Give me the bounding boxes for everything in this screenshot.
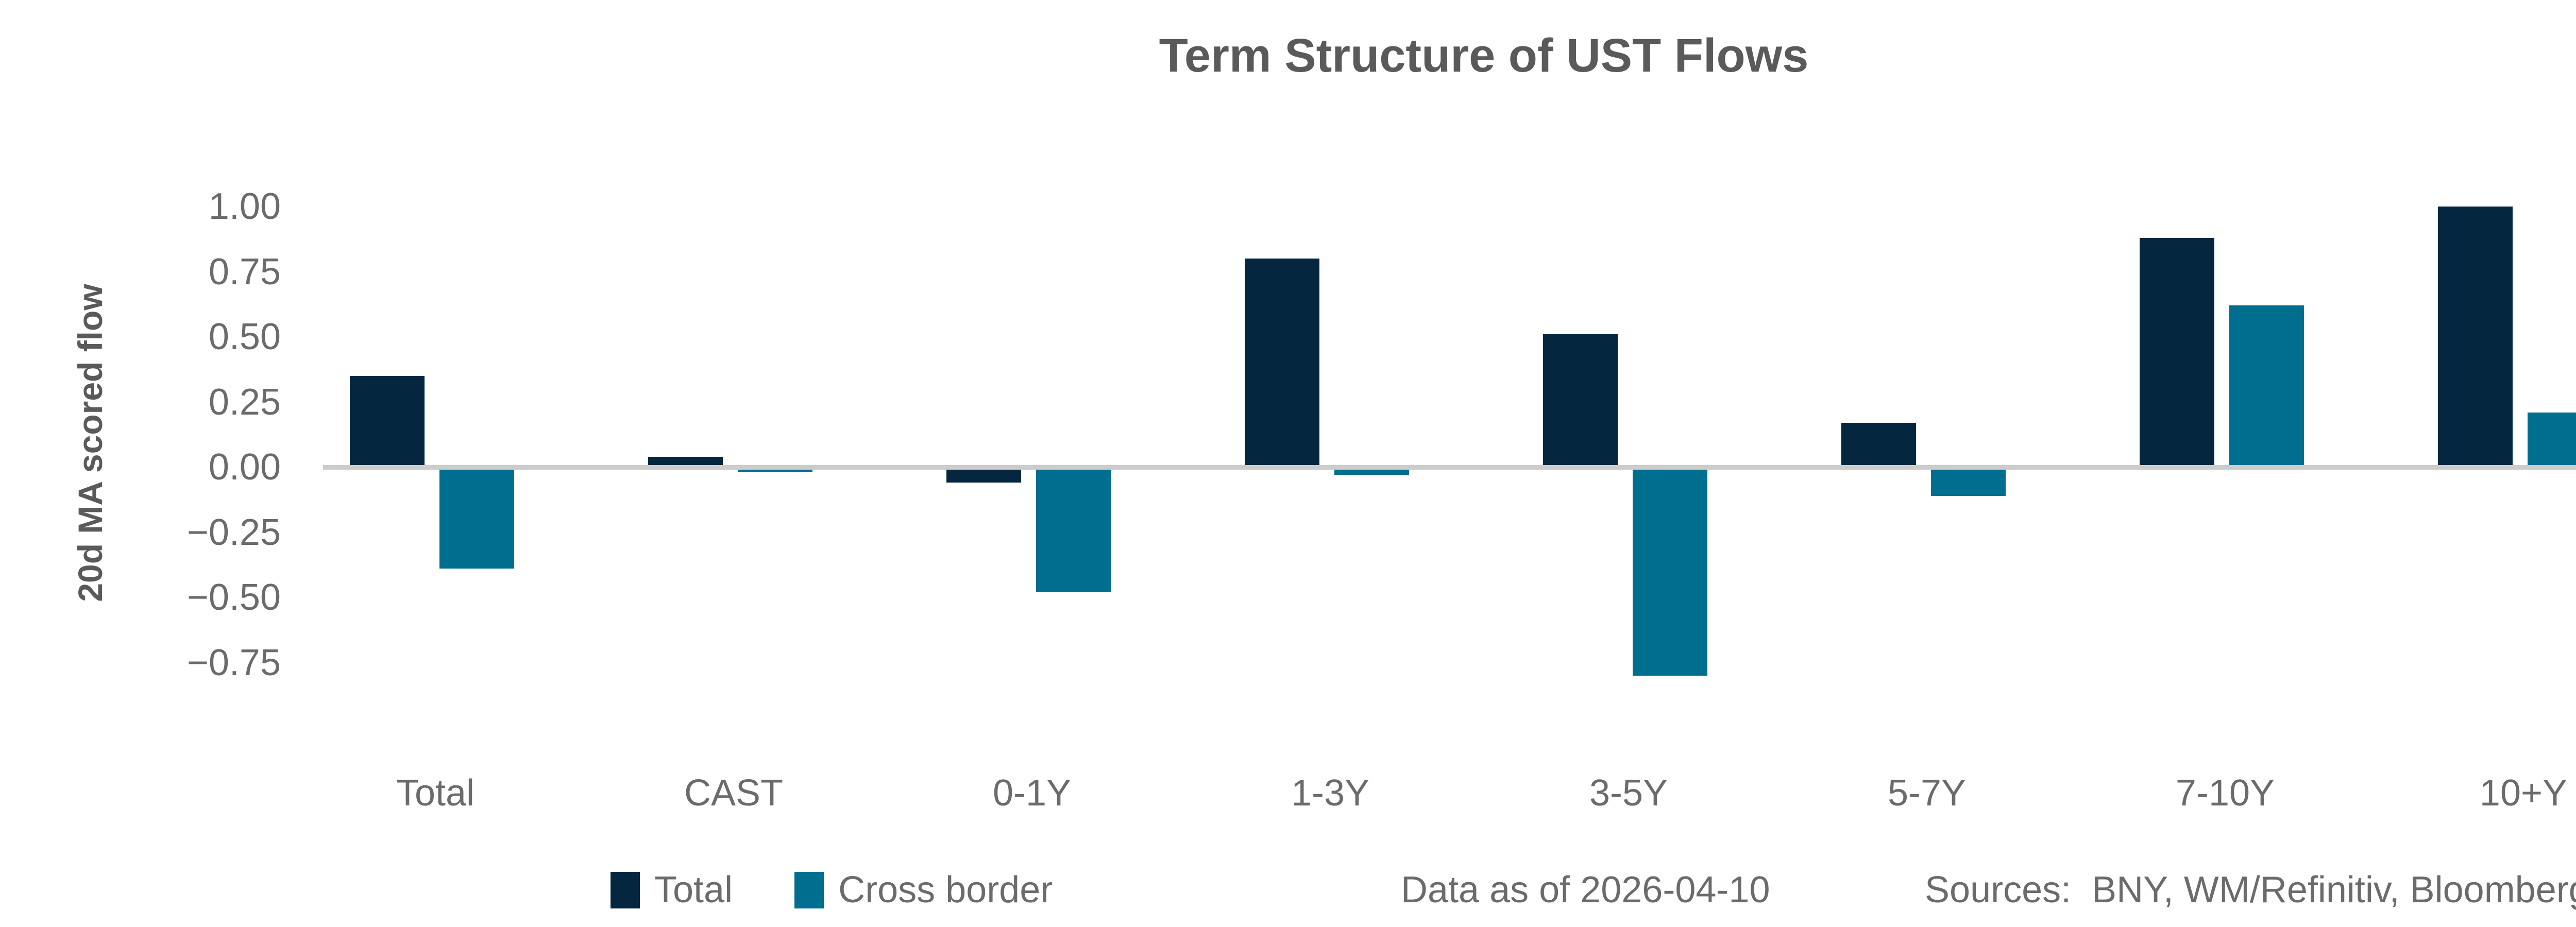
y-tick-label: 0.50 <box>208 316 281 357</box>
legend-item-total: Total <box>611 871 733 908</box>
x-category-label: 3-5Y <box>1589 772 1668 814</box>
legend-item-cross-border: Cross border <box>794 871 1053 908</box>
bar-total-cast <box>648 456 723 467</box>
legend: Total Cross border <box>611 871 1053 908</box>
bar-cross-border-cast <box>738 467 812 473</box>
y-tick-label: 1.00 <box>208 186 281 227</box>
y-tick-label: −0.25 <box>187 511 281 553</box>
bar-total-5-7y <box>1841 422 1916 467</box>
bar-cross-border-5-7y <box>1931 467 2006 496</box>
chart-title: Term Structure of UST Flows <box>1159 29 1809 82</box>
zero-axis-line <box>323 465 2576 470</box>
x-category-label: 1-3Y <box>1291 772 1370 814</box>
bar-total-10+y <box>2438 207 2513 467</box>
bar-total-0-1y <box>946 467 1021 483</box>
bar-total-7-10y <box>2140 237 2214 467</box>
bar-total-1-3y <box>1245 259 1319 467</box>
y-tick-label: −0.50 <box>187 577 281 618</box>
x-category-label: 5-7Y <box>1887 772 1967 814</box>
bar-cross-border-7-10y <box>2229 305 2304 467</box>
bar-total-total <box>350 375 425 467</box>
x-category-label: 10+Y <box>2479 772 2568 814</box>
bar-cross-border-3-5y <box>1633 467 1707 676</box>
x-category-label: CAST <box>684 772 784 814</box>
legend-swatch-total-icon <box>611 871 640 908</box>
y-tick-label: −0.75 <box>187 642 281 683</box>
bar-cross-border-total <box>439 467 514 569</box>
bar-cross-border-0-1y <box>1036 467 1111 592</box>
legend-label-total: Total <box>654 869 733 911</box>
sources-note: Sources: BNY, WM/Refinitiv, Bloomberg <box>1925 869 2576 911</box>
legend-label-cross-border: Cross border <box>838 869 1053 911</box>
x-category-label: 0-1Y <box>992 772 1072 814</box>
bar-total-3-5y <box>1543 334 1618 467</box>
legend-swatch-cross-border-icon <box>794 871 824 908</box>
x-category-label: Total <box>396 772 475 814</box>
y-tick-label: 0.00 <box>208 447 281 488</box>
footer: Total Cross border Data as of 2026-04-10… <box>0 871 2576 913</box>
data-as-of-note: Data as of 2026-04-10 <box>1401 869 1770 911</box>
x-category-label: 7-10Y <box>2175 772 2275 814</box>
bar-cross-border-10+y <box>2528 412 2576 467</box>
y-tick-label: 0.75 <box>208 251 281 293</box>
y-tick-label: 0.25 <box>208 381 281 423</box>
